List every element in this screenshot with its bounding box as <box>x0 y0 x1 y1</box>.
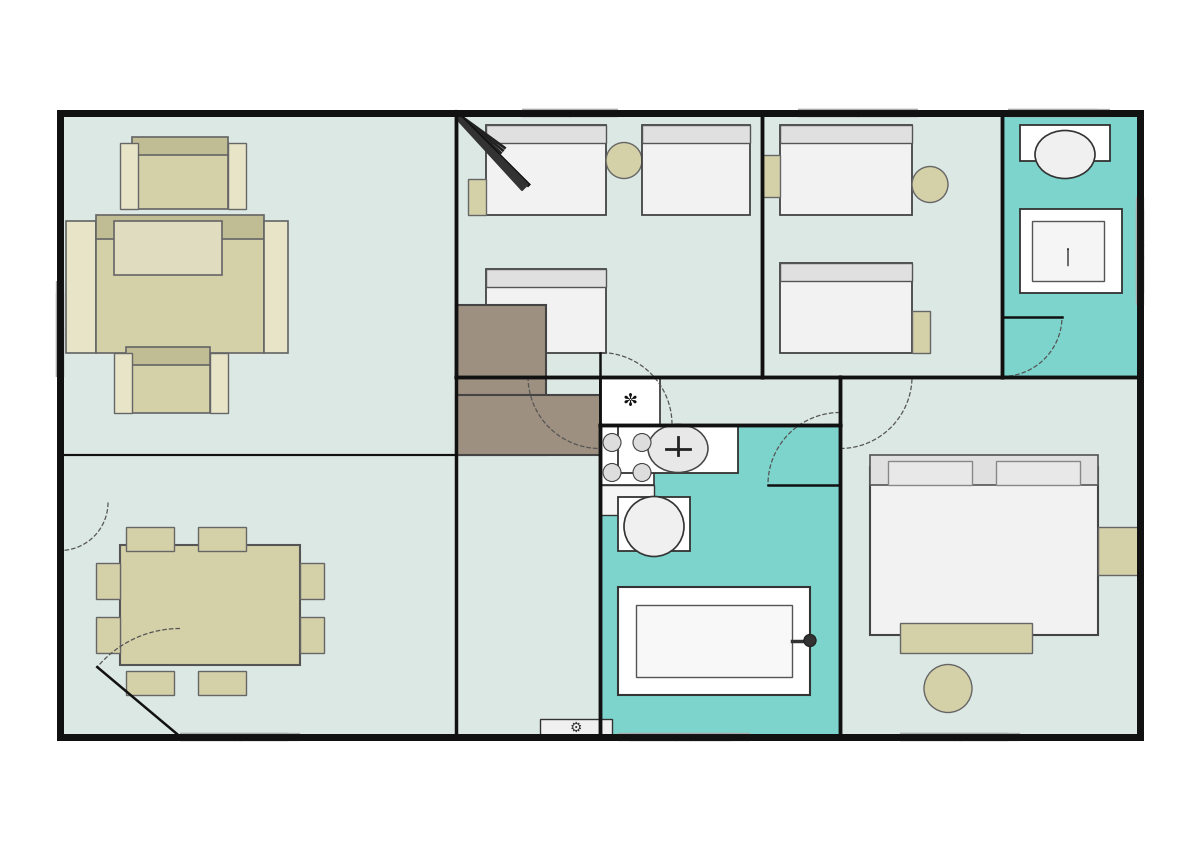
Bar <box>468 311 486 352</box>
Bar <box>900 622 1032 653</box>
Ellipse shape <box>624 497 684 556</box>
Ellipse shape <box>604 434 622 452</box>
Bar <box>1032 221 1104 280</box>
Bar <box>642 125 750 143</box>
Bar <box>870 454 1098 485</box>
Bar <box>96 563 120 599</box>
Bar <box>468 178 486 215</box>
Bar <box>1098 526 1140 575</box>
Bar <box>456 305 546 454</box>
Bar <box>132 137 228 155</box>
Bar <box>96 215 264 239</box>
Bar <box>912 311 930 352</box>
Bar <box>780 125 912 143</box>
Ellipse shape <box>1034 131 1096 178</box>
Bar <box>762 155 780 196</box>
Bar <box>96 221 264 352</box>
Bar <box>600 376 660 424</box>
Bar <box>636 604 792 677</box>
Bar <box>60 113 1140 736</box>
Bar <box>600 424 840 736</box>
Bar <box>300 563 324 599</box>
Bar <box>540 718 612 736</box>
Bar <box>120 544 300 665</box>
Bar <box>780 262 912 280</box>
Text: ⚙: ⚙ <box>570 721 582 734</box>
Bar <box>300 616 324 653</box>
Bar <box>486 125 606 215</box>
Bar <box>114 352 132 413</box>
Bar <box>618 497 690 550</box>
Bar <box>96 616 120 653</box>
Bar <box>1020 125 1110 160</box>
Bar <box>1002 113 1140 376</box>
Bar <box>132 143 228 209</box>
Bar <box>228 143 246 209</box>
Bar <box>126 526 174 550</box>
Bar <box>126 352 210 413</box>
Bar <box>126 346 210 364</box>
Bar <box>888 460 972 485</box>
Bar <box>210 352 228 413</box>
Bar <box>870 466 1098 634</box>
Bar <box>456 395 606 454</box>
Bar <box>66 221 96 352</box>
Text: ✼: ✼ <box>623 391 637 409</box>
Bar <box>486 268 606 352</box>
Bar <box>60 113 1140 736</box>
Bar <box>126 671 174 694</box>
Bar <box>642 125 750 215</box>
Bar <box>996 460 1080 485</box>
Bar <box>120 143 138 209</box>
Bar <box>60 113 1140 736</box>
Bar <box>114 221 222 274</box>
Ellipse shape <box>648 424 708 473</box>
Bar <box>600 424 654 485</box>
Ellipse shape <box>912 166 948 203</box>
Bar <box>486 125 606 143</box>
Bar <box>264 221 288 352</box>
Bar <box>1020 209 1122 293</box>
Ellipse shape <box>634 464 650 481</box>
Ellipse shape <box>606 143 642 178</box>
Ellipse shape <box>804 634 816 646</box>
Ellipse shape <box>924 665 972 712</box>
Bar <box>618 424 738 473</box>
Ellipse shape <box>634 434 650 452</box>
Bar <box>486 268 606 286</box>
Bar <box>198 526 246 550</box>
Bar <box>780 262 912 352</box>
Bar <box>618 587 810 694</box>
Polygon shape <box>456 113 528 190</box>
Bar <box>198 671 246 694</box>
Ellipse shape <box>604 464 622 481</box>
Bar <box>780 125 912 215</box>
Bar <box>600 485 654 514</box>
